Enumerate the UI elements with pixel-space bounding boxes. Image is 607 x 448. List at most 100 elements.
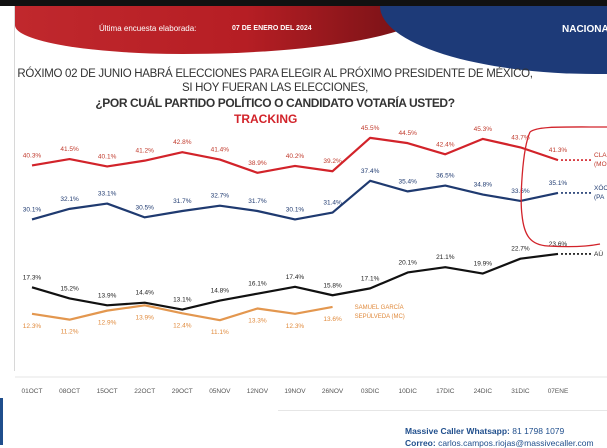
data-label: 31.4% xyxy=(323,200,342,207)
x-tick-label: 19NOV xyxy=(284,388,306,395)
data-label: 13.6% xyxy=(323,316,342,323)
last-survey-label: Última encuesta elaborada: xyxy=(99,24,197,33)
data-label: 40.1% xyxy=(98,153,117,160)
data-label: 11.1% xyxy=(211,329,229,336)
data-label: 30.1% xyxy=(23,206,42,213)
data-label: 14.4% xyxy=(135,290,154,297)
data-label: 40.2% xyxy=(286,153,305,160)
data-label: 30.5% xyxy=(135,204,154,211)
chart-title: TRACKING xyxy=(234,112,298,126)
data-label: 13.3% xyxy=(248,318,267,325)
footer-whatsapp: Massive Caller Whatsapp: 81 1798 1079 xyxy=(405,426,564,436)
data-label: 13.9% xyxy=(135,314,154,321)
series-name: SAMUEL GARCÍA xyxy=(355,304,404,311)
series-name: CLAUD xyxy=(594,152,607,159)
question-line-2: SI HOY FUERAN LAS ELECCIONES, xyxy=(181,82,368,94)
x-tick-label: 24DIC xyxy=(474,388,493,395)
whatsapp-number: 81 1798 1079 xyxy=(512,426,565,436)
series-0: 40.3% 41.5% 40.1% 41.2% 42.8% 41.4% 38.9% 40.2%… xyxy=(23,125,607,174)
x-tick-label: 07ENE xyxy=(548,388,569,395)
data-label: 12.3% xyxy=(286,323,305,330)
x-tick-label: 08OCT xyxy=(59,388,80,395)
series-line xyxy=(31,252,559,311)
data-label: 12.4% xyxy=(173,322,192,329)
data-label: 14.8% xyxy=(211,288,230,295)
x-tick-label: 22OCT xyxy=(134,388,155,395)
x-tick-label: 05NOV xyxy=(209,388,231,395)
data-label: 45.3% xyxy=(474,126,493,133)
x-tick-label: 31DIC xyxy=(511,388,530,395)
left-divider xyxy=(14,6,15,371)
data-label: 15.8% xyxy=(323,282,342,289)
footer-divider xyxy=(278,410,607,411)
data-label: 45.5% xyxy=(361,125,380,132)
data-label: 33.1% xyxy=(98,191,117,198)
data-label: 19.9% xyxy=(474,261,493,268)
data-label: 12.3% xyxy=(23,323,42,330)
data-label: 36.5% xyxy=(436,173,455,180)
data-label: 17.1% xyxy=(361,275,380,282)
series-line xyxy=(31,304,333,322)
data-label: 16.1% xyxy=(248,281,267,288)
data-label: 11.2% xyxy=(61,329,79,336)
data-label: 43.7% xyxy=(511,134,530,141)
data-label: 42.8% xyxy=(173,139,192,146)
x-tick-label: 10DIC xyxy=(398,388,417,395)
data-label: 31.7% xyxy=(248,198,267,205)
data-label: 41.4% xyxy=(211,147,230,154)
data-label: 40.3% xyxy=(23,152,42,159)
data-label: 39.2% xyxy=(323,158,342,165)
data-label: 41.2% xyxy=(135,148,154,155)
data-label: 32.1% xyxy=(60,196,79,203)
hand-drawn-circle-annotation xyxy=(520,126,607,248)
series-2: 17.3% 15.2% 13.9% 14.4% 13.1% 14.8% 16.1% 17.4%… xyxy=(23,241,603,311)
data-label: 41.5% xyxy=(60,146,79,153)
data-label: 13.9% xyxy=(98,292,117,299)
x-tick-label: 15OCT xyxy=(97,388,118,395)
series-name: XÓC xyxy=(594,183,607,192)
whatsapp-label: Massive Caller Whatsapp: xyxy=(405,426,510,436)
x-tick-label: 03DIC xyxy=(361,388,380,395)
left-blue-tab xyxy=(0,398,3,445)
data-label: 12.9% xyxy=(98,320,117,327)
data-label: 35.1% xyxy=(549,180,568,187)
email-address: carlos.campos.riojas@massivecaller.com xyxy=(438,438,594,448)
series-1: 30.1% 32.1% 33.1% 30.5% 31.7% 32.7% 31.7% 30.1%… xyxy=(23,168,607,221)
last-survey-date: 07 DE ENERO DEL 2024 xyxy=(232,25,312,32)
data-label: 42.4% xyxy=(436,141,455,148)
series-name: AÚ xyxy=(594,249,603,258)
top-bar xyxy=(0,0,607,6)
x-tick-label: 01OCT xyxy=(22,388,43,395)
question-line-3: ¿POR CUÁL PARTIDO POLÍTICO O CANDIDATO V… xyxy=(95,96,455,110)
series-name-2: SEPÚLVEDA (MC) xyxy=(355,313,405,320)
data-label: 37.4% xyxy=(361,168,380,175)
series-line xyxy=(31,179,559,221)
data-label: 33.6% xyxy=(511,188,530,195)
series-3: 12.3% 11.2% 12.9% 13.9% 12.4% 11.1% 13.3% 12.3%… xyxy=(23,304,405,336)
data-label: 44.5% xyxy=(398,130,417,137)
x-tick-label: 29OCT xyxy=(172,388,193,395)
x-tick-label: 26NOV xyxy=(322,388,344,395)
data-label: 17.4% xyxy=(286,274,305,281)
data-label: 17.3% xyxy=(23,274,42,281)
data-label: 22.7% xyxy=(511,246,530,253)
data-label: 32.7% xyxy=(211,193,230,200)
data-label: 15.2% xyxy=(60,285,79,292)
footer-email: Correo: carlos.campos.riojas@massivecall… xyxy=(405,438,594,448)
data-label: 38.9% xyxy=(248,160,267,167)
data-label: 13.1% xyxy=(173,297,192,304)
data-label: 23.6% xyxy=(549,241,568,248)
data-label: 31.7% xyxy=(173,198,192,205)
data-label: 30.1% xyxy=(286,206,305,213)
data-label: 34.8% xyxy=(474,182,493,189)
scope-label: NACIONAL xyxy=(562,24,607,35)
x-tick-label: 12NOV xyxy=(247,388,269,395)
series-line xyxy=(31,136,559,174)
data-label: 35.4% xyxy=(398,178,417,185)
email-label: Correo: xyxy=(405,438,436,448)
data-label: 41.3% xyxy=(549,147,568,154)
question-line-1: RÓXIMO 02 DE JUNIO HABRÁ ELECCIONES PARA… xyxy=(17,68,533,80)
x-tick-label: 17DIC xyxy=(436,388,455,395)
series-name-2: (PA xyxy=(594,194,605,201)
